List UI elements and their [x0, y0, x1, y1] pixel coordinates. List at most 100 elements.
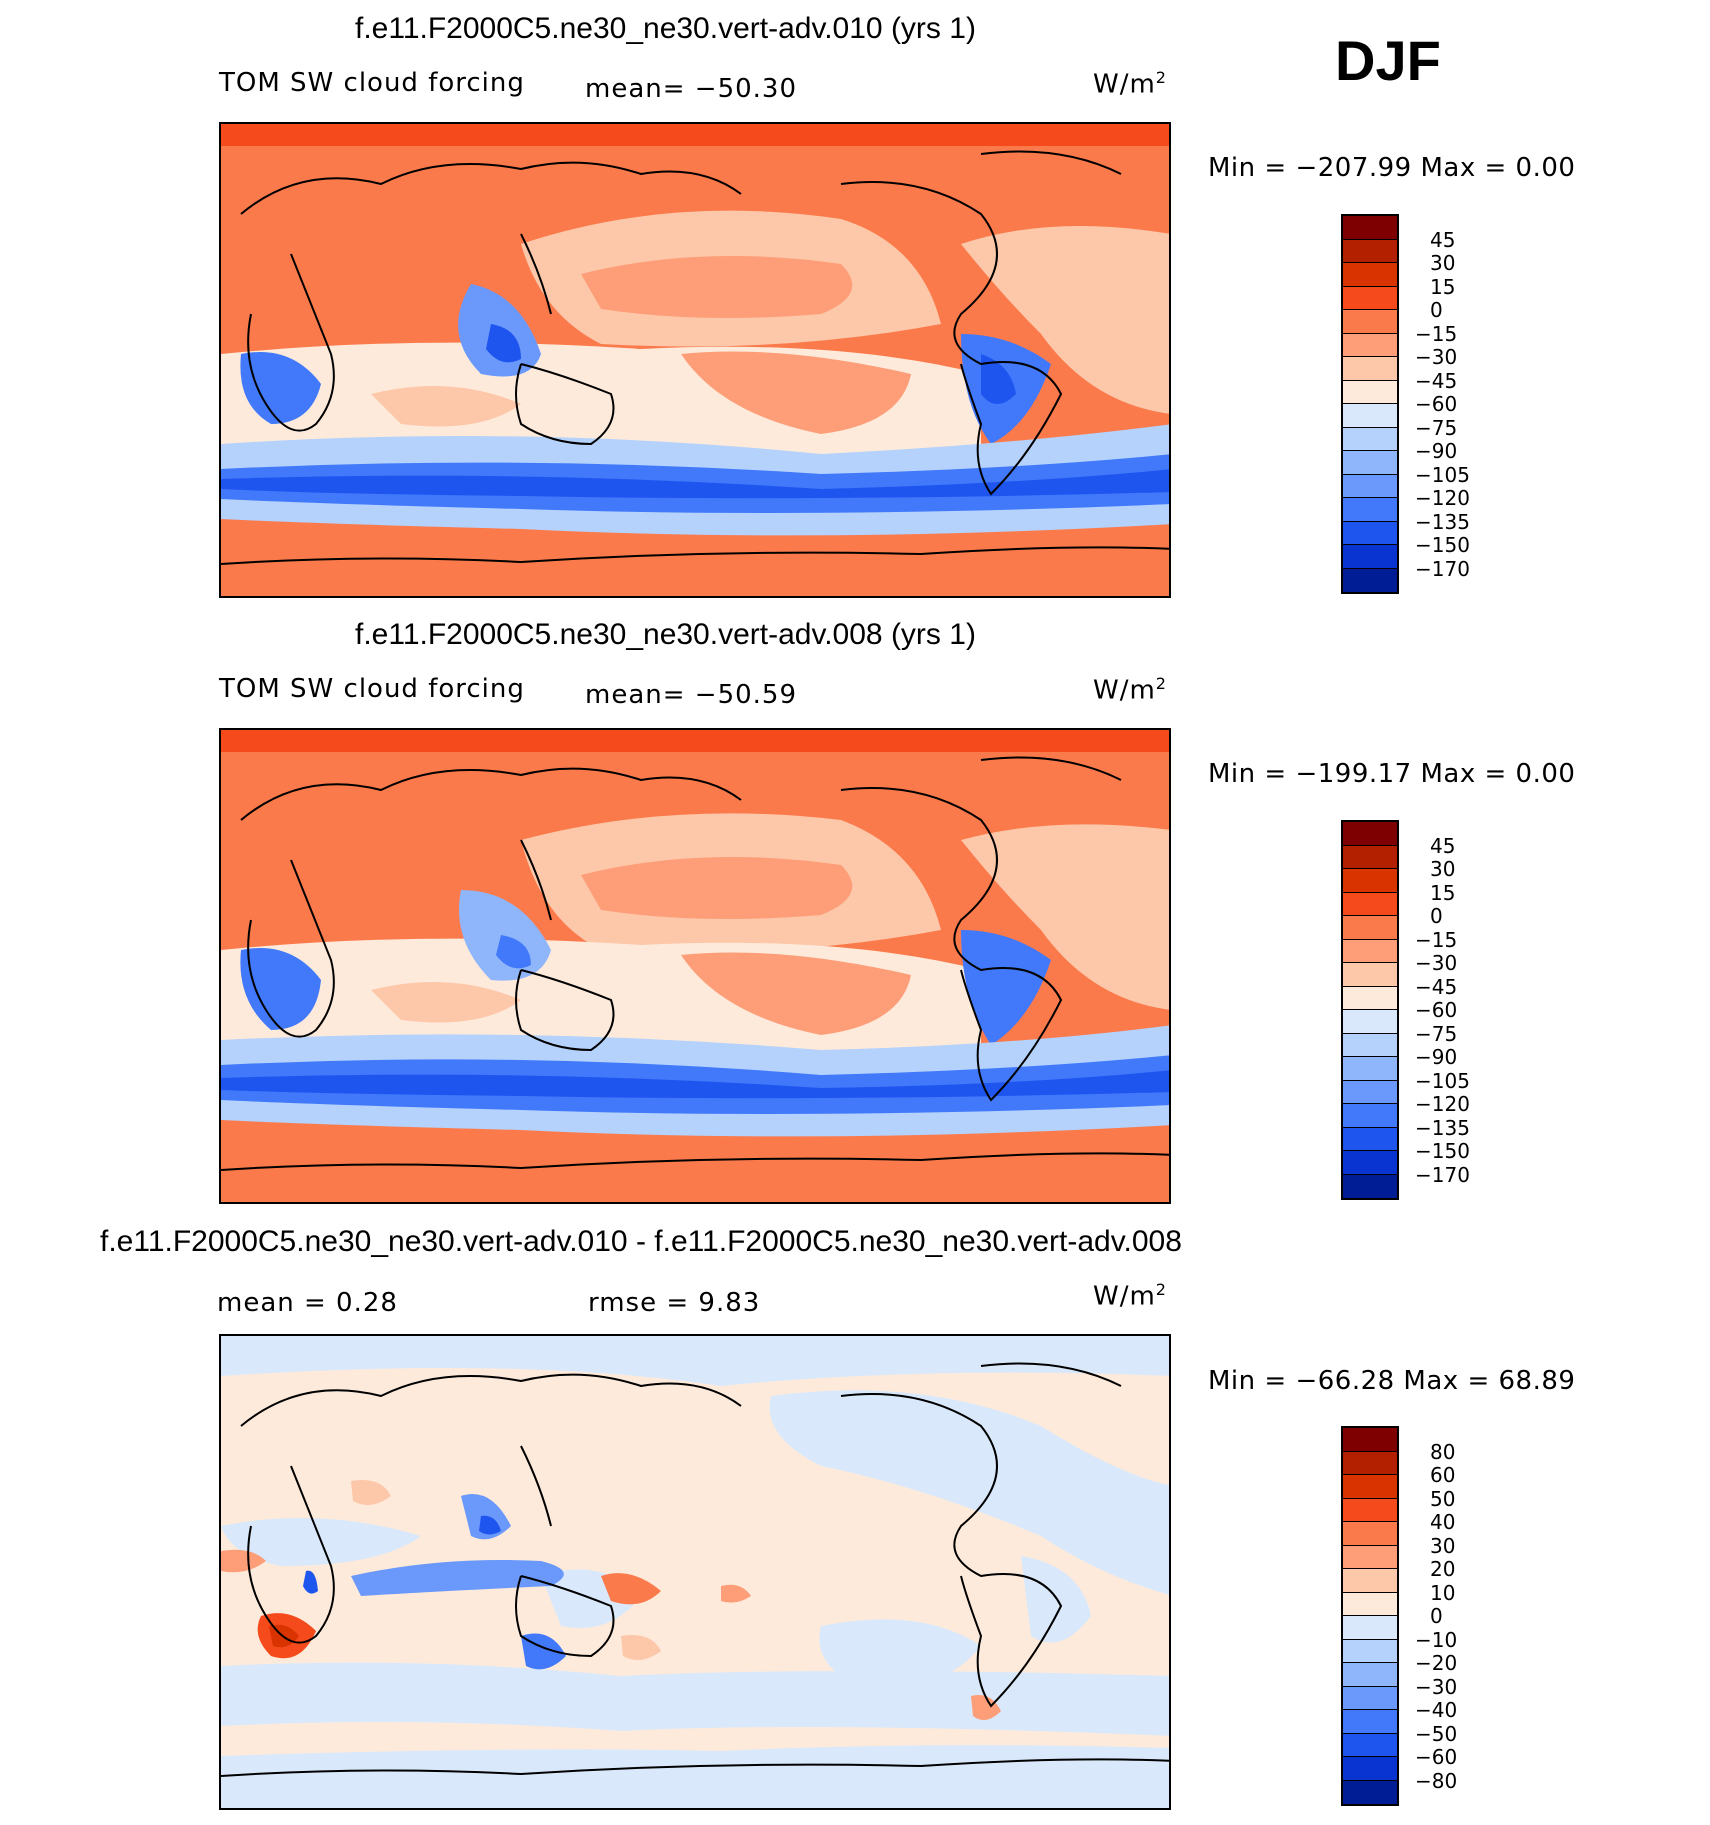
colorbar-tick-label: −150	[1415, 1139, 1470, 1163]
colorbar-tick-label: 0	[1430, 298, 1443, 322]
panel-3-colorbar-swatch	[1343, 1545, 1397, 1569]
colorbar-tick-label: 10	[1430, 1580, 1456, 1605]
panel-1-colorbar-swatch	[1343, 427, 1397, 451]
colorbar-tick-label: −90	[1415, 439, 1458, 463]
colorbar-tick-label: −45	[1415, 974, 1458, 999]
panel-2-colorbar-swatch	[1343, 1104, 1397, 1128]
colorbar-tick-label: −60	[1415, 998, 1458, 1022]
colorbar-tick-label: −75	[1415, 415, 1458, 440]
colorbar-tick-label: −170	[1415, 556, 1470, 581]
panel-1-colorbar-swatch	[1343, 404, 1397, 428]
panel-3-units: W/m2	[1093, 1280, 1167, 1312]
panel-3-rmse: rmse = 9.83	[588, 1288, 761, 1318]
panel-2-minmax: Min = −199.17 Max = 0.00	[1208, 759, 1576, 789]
panel-1-minmax: Min = −207.99 Max = 0.00	[1208, 153, 1576, 183]
colorbar-tick-label: −75	[1415, 1021, 1458, 1046]
colorbar-tick-label: −170	[1415, 1162, 1470, 1187]
panel-3-map	[219, 1334, 1171, 1810]
colorbar-tick-label: −120	[1415, 486, 1470, 510]
panel-1-map	[219, 122, 1171, 598]
colorbar-tick-label: −135	[1415, 1115, 1470, 1140]
colorbar-tick-label: 60	[1430, 1463, 1456, 1487]
panel-2-colorbar-swatch	[1343, 845, 1397, 869]
panel-3-colorbar-swatch	[1343, 1498, 1397, 1522]
panel-2-colorbar-swatch	[1343, 892, 1397, 916]
panel-3-colorbar-swatch	[1343, 1733, 1397, 1757]
panel-3-colorbar	[1341, 1426, 1399, 1806]
panel-1-colorbar-swatch	[1343, 380, 1397, 404]
panel-3-colorbar-swatch	[1343, 1569, 1397, 1593]
panel-2-colorbar-swatch	[1343, 1010, 1397, 1034]
panel-3-colorbar-swatch	[1343, 1592, 1397, 1616]
panel-2-variable: TOM SW cloud forcing	[219, 674, 525, 704]
colorbar-tick-label: 0	[1430, 904, 1443, 928]
panel-1-colorbar-swatch	[1343, 216, 1397, 240]
colorbar-tick-label: 50	[1430, 1486, 1456, 1511]
colorbar-tick-label: −40	[1415, 1698, 1458, 1722]
panel-2-colorbar-swatch	[1343, 916, 1397, 940]
panel-1-contour-field	[221, 124, 1169, 596]
panel-3-colorbar-swatch	[1343, 1475, 1397, 1499]
colorbar-tick-label: −105	[1415, 462, 1470, 487]
panel-1-mean: mean= −50.30	[585, 74, 798, 104]
panel-2-mean: mean= −50.59	[585, 680, 798, 710]
colorbar-tick-label: −90	[1415, 1045, 1458, 1069]
panel-3-contour-field	[221, 1336, 1169, 1808]
panel-2-colorbar-swatch	[1343, 1151, 1397, 1175]
panel-1-colorbar-swatch	[1343, 498, 1397, 522]
panel-1-title: f.e11.F2000C5.ne30_ne30.vert-adv.010 (yr…	[355, 12, 976, 45]
panel-1-colorbar-swatch	[1343, 568, 1397, 592]
colorbar-tick-label: −80	[1415, 1768, 1458, 1793]
colorbar-tick-label: 80	[1430, 1439, 1456, 1464]
colorbar-tick-label: −50	[1415, 1721, 1458, 1746]
colorbar-tick-label: −135	[1415, 509, 1470, 534]
panel-2-title: f.e11.F2000C5.ne30_ne30.vert-adv.008 (yr…	[355, 618, 976, 651]
colorbar-tick-label: −30	[1415, 951, 1458, 975]
panel-2-colorbar-swatch	[1343, 986, 1397, 1010]
panel-1-colorbar-swatch	[1343, 451, 1397, 475]
panel-3-colorbar-swatch	[1343, 1522, 1397, 1546]
panel-2-map	[219, 728, 1171, 1204]
panel-1-colorbar-swatch	[1343, 239, 1397, 263]
colorbar-tick-label: 40	[1430, 1510, 1456, 1534]
panel-2-colorbar-swatch	[1343, 1057, 1397, 1081]
colorbar-tick-label: 30	[1430, 857, 1456, 881]
colorbar-tick-label: 15	[1430, 274, 1456, 299]
panel-1-colorbar-swatch	[1343, 357, 1397, 381]
panel-2-colorbar-swatch	[1343, 869, 1397, 893]
colorbar-tick-label: −20	[1415, 1651, 1458, 1675]
colorbar-tick-label: 45	[1430, 227, 1456, 252]
colorbar-tick-label: −15	[1415, 927, 1458, 952]
panel-2-colorbar-swatch	[1343, 1080, 1397, 1104]
panel-1-colorbar-swatch	[1343, 333, 1397, 357]
colorbar-tick-label: −30	[1415, 345, 1458, 369]
panel-3-colorbar-swatch	[1343, 1686, 1397, 1710]
panel-2-colorbar-swatch	[1343, 1033, 1397, 1057]
panel-2-contour-field	[221, 730, 1169, 1202]
panel-2-units: W/m2	[1093, 674, 1167, 706]
colorbar-tick-label: 45	[1430, 833, 1456, 858]
panel-3-colorbar-swatch	[1343, 1639, 1397, 1663]
colorbar-tick-label: −45	[1415, 368, 1458, 393]
colorbar-tick-label: 20	[1430, 1557, 1456, 1581]
colorbar-tick-label: 0	[1430, 1604, 1443, 1628]
panel-3-colorbar-swatch	[1343, 1428, 1397, 1452]
panel-1-units: W/m2	[1093, 68, 1167, 100]
panel-3-colorbar-swatch	[1343, 1663, 1397, 1687]
colorbar-tick-label: −10	[1415, 1627, 1458, 1652]
panel-1-colorbar-swatch	[1343, 263, 1397, 287]
panel-2-colorbar-swatch	[1343, 822, 1397, 846]
panel-1-colorbar-swatch	[1343, 545, 1397, 569]
colorbar-tick-label: 30	[1430, 1533, 1456, 1558]
panel-2-colorbar	[1341, 820, 1399, 1200]
colorbar-tick-label: −60	[1415, 392, 1458, 416]
colorbar-tick-label: −105	[1415, 1068, 1470, 1093]
panel-3-colorbar-swatch	[1343, 1757, 1397, 1781]
panel-1-colorbar-swatch	[1343, 310, 1397, 334]
colorbar-tick-label: 30	[1430, 251, 1456, 275]
colorbar-tick-label: −120	[1415, 1092, 1470, 1116]
panel-1-colorbar-swatch	[1343, 521, 1397, 545]
panel-3-colorbar-swatch	[1343, 1780, 1397, 1804]
panel-3-colorbar-swatch	[1343, 1616, 1397, 1640]
panel-3-colorbar-swatch	[1343, 1710, 1397, 1734]
